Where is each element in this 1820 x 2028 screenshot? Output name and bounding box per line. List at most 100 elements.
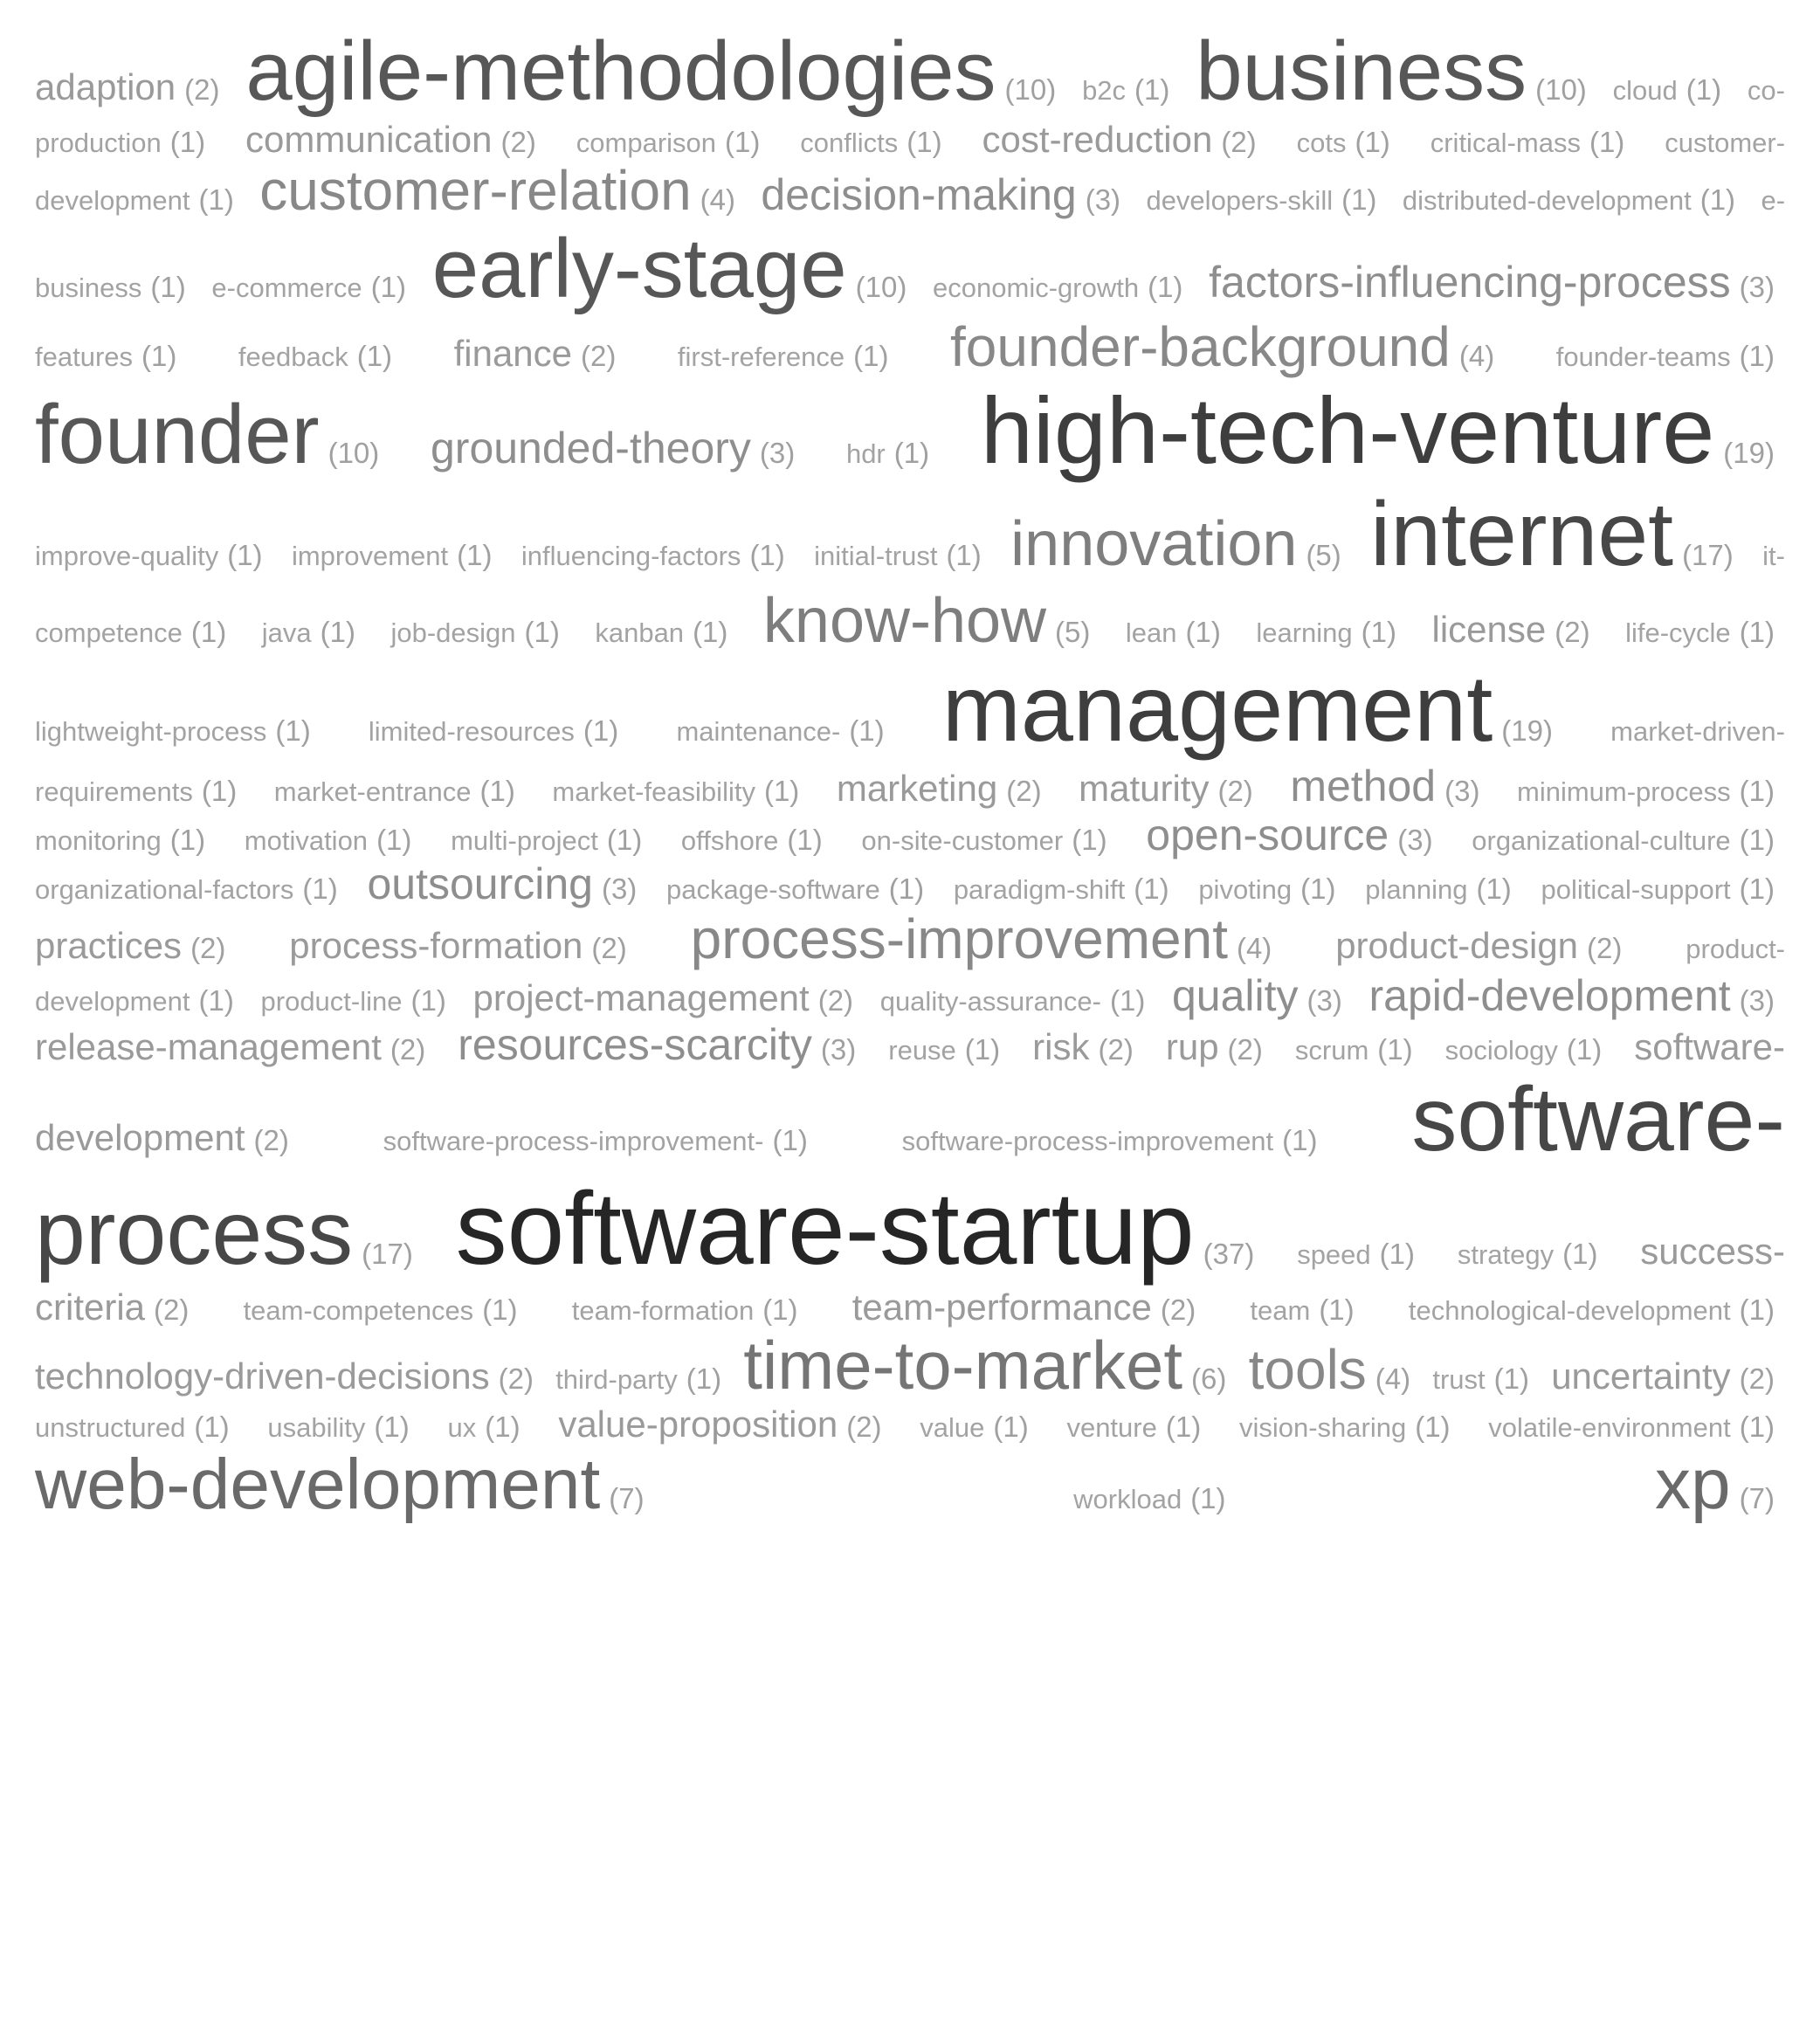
- tag-time-to-market[interactable]: time-to-market (6): [743, 1327, 1237, 1403]
- tag-early-stage[interactable]: early-stage (10): [432, 222, 918, 315]
- tag-tools[interactable]: tools (4): [1249, 1338, 1422, 1401]
- tag-word[interactable]: software-development: [35, 1026, 1785, 1159]
- tag-maturity[interactable]: maturity (2): [1079, 768, 1264, 809]
- tag-word[interactable]: strategy: [1457, 1238, 1555, 1270]
- tag-innovation[interactable]: innovation (5): [1010, 509, 1352, 579]
- tag-word[interactable]: open-source: [1146, 811, 1389, 860]
- tag-word[interactable]: cost-reduction: [982, 118, 1213, 160]
- tag-software-process-improvement[interactable]: software-process-improvement (1): [902, 1124, 1328, 1156]
- tag-word[interactable]: know-how: [762, 585, 1047, 656]
- tag-critical-mass[interactable]: critical-mass (1): [1430, 126, 1636, 158]
- tag-word[interactable]: influencing-factors: [520, 541, 741, 572]
- tag-economic-growth[interactable]: economic-growth (1): [933, 271, 1193, 303]
- tag-word[interactable]: limited-resources: [368, 716, 575, 748]
- tag-word[interactable]: reuse: [888, 1035, 956, 1066]
- tag-open-source[interactable]: open-source (3): [1146, 811, 1443, 859]
- tag-practices[interactable]: practices (2): [35, 925, 236, 966]
- tag-vision-sharing[interactable]: vision-sharing (1): [1239, 1411, 1461, 1443]
- tag-word[interactable]: package-software: [666, 874, 880, 906]
- tag-improvement[interactable]: improvement (1): [292, 539, 503, 571]
- tag-factors-influencing-process[interactable]: factors-influencing-process (3): [1209, 258, 1785, 307]
- tag-unstructured[interactable]: unstructured (1): [35, 1411, 240, 1443]
- tag-quality[interactable]: quality (3): [1172, 971, 1353, 1020]
- tag-developers-skill[interactable]: developers-skill (1): [1146, 183, 1387, 216]
- tag-cost-reduction[interactable]: cost-reduction (2): [982, 119, 1267, 160]
- tag-word[interactable]: trust: [1432, 1363, 1486, 1395]
- tag-word[interactable]: comparison: [576, 127, 717, 158]
- tag-word[interactable]: agile-methodologies: [245, 24, 996, 118]
- tag-package-software[interactable]: package-software (1): [666, 873, 934, 905]
- tag-process-improvement[interactable]: process-improvement (4): [691, 908, 1283, 971]
- tag-word[interactable]: rup: [1165, 1026, 1219, 1068]
- tag-rup[interactable]: rup (2): [1166, 1026, 1273, 1067]
- tag-word[interactable]: job-design: [390, 617, 516, 648]
- tag-word[interactable]: decision-making: [761, 169, 1077, 219]
- tag-word[interactable]: market-feasibility: [552, 776, 755, 808]
- tag-job-design[interactable]: job-design (1): [390, 616, 569, 648]
- tag-word[interactable]: technological-development: [1408, 1294, 1731, 1326]
- tag-word[interactable]: time-to-market: [743, 1326, 1183, 1404]
- tag-success-criteria[interactable]: success-criteria (2): [35, 1231, 1785, 1328]
- tag-internet[interactable]: internet (17): [1370, 484, 1744, 585]
- tag-word[interactable]: planning: [1365, 874, 1468, 906]
- tag-word[interactable]: sociology: [1444, 1035, 1558, 1066]
- tag-word[interactable]: method: [1290, 762, 1437, 811]
- tag-word[interactable]: developers-skill: [1146, 184, 1334, 216]
- tag-conflicts[interactable]: conflicts (1): [800, 126, 952, 158]
- tag-adaption[interactable]: adaption (2): [35, 66, 231, 107]
- tag-uncertainty[interactable]: uncertainty (2): [1551, 1355, 1785, 1397]
- tag-technology-driven-decisions[interactable]: technology-driven-decisions (2): [35, 1355, 544, 1397]
- tag-b2c[interactable]: b2c (1): [1082, 73, 1180, 106]
- tag-customer-development[interactable]: customer-development (1): [35, 128, 1785, 216]
- tag-word[interactable]: multi-project: [451, 825, 598, 857]
- tag-comparison[interactable]: comparison (1): [576, 126, 771, 158]
- tag-web-development[interactable]: web-development (7): [35, 1445, 655, 1524]
- tag-product-design[interactable]: product-design (2): [1335, 925, 1632, 966]
- tag-founder-background[interactable]: founder-background (4): [950, 315, 1505, 378]
- tag-word[interactable]: resources-scarcity: [458, 1020, 812, 1070]
- tag-paradigm-shift[interactable]: paradigm-shift (1): [954, 873, 1180, 905]
- tag-word[interactable]: economic-growth: [933, 272, 1140, 304]
- tag-process-formation[interactable]: process-formation (2): [289, 925, 637, 966]
- tag-word[interactable]: release-management: [35, 1026, 382, 1068]
- tag-word[interactable]: political-support: [1541, 874, 1731, 906]
- tag-pivoting[interactable]: pivoting (1): [1198, 873, 1346, 905]
- tag-word[interactable]: maturity: [1079, 768, 1210, 810]
- tag-resources-scarcity[interactable]: resources-scarcity (3): [458, 1020, 866, 1069]
- tag-know-how[interactable]: know-how (5): [763, 586, 1100, 656]
- tag-word[interactable]: grounded-theory: [430, 424, 751, 473]
- tag-word[interactable]: outsourcing: [367, 859, 593, 909]
- tag-word[interactable]: value: [920, 1412, 985, 1444]
- tag-word[interactable]: product-development: [35, 934, 1786, 1017]
- tag-value[interactable]: value (1): [920, 1411, 1038, 1443]
- tag-word[interactable]: e-commerce: [211, 272, 362, 304]
- tag-sociology[interactable]: sociology (1): [1445, 1033, 1613, 1066]
- tag-word[interactable]: marketing: [836, 768, 998, 810]
- tag-founder-teams[interactable]: founder-teams (1): [1556, 340, 1785, 372]
- tag-word[interactable]: vision-sharing: [1238, 1412, 1407, 1444]
- tag-management[interactable]: management (19): [942, 655, 1563, 761]
- tag-word[interactable]: distributed-development: [1402, 184, 1692, 216]
- tag-word[interactable]: tools: [1248, 1337, 1367, 1401]
- tag-word[interactable]: high-tech-venture: [980, 377, 1715, 484]
- tag-feedback[interactable]: feedback (1): [238, 340, 403, 372]
- tag-word[interactable]: lean: [1125, 617, 1177, 648]
- tag-maintenance[interactable]: maintenance- (1): [676, 714, 894, 747]
- tag-method[interactable]: method (3): [1290, 762, 1490, 811]
- tag-usability[interactable]: usability (1): [267, 1411, 419, 1443]
- tag-word[interactable]: b2c: [1082, 75, 1127, 106]
- tag-motivation[interactable]: motivation (1): [245, 824, 423, 856]
- tag-market-entrance[interactable]: market-entrance (1): [274, 775, 526, 807]
- tag-life-cycle[interactable]: life-cycle (1): [1625, 616, 1785, 648]
- tag-product-development[interactable]: product-development (1): [35, 935, 1785, 1017]
- tag-word[interactable]: software-startup: [455, 1170, 1195, 1286]
- tag-word[interactable]: team-formation: [571, 1294, 755, 1326]
- tag-software-process[interactable]: software-process (17): [35, 1069, 1785, 1283]
- tag-strategy[interactable]: strategy (1): [1458, 1238, 1609, 1270]
- tag-word[interactable]: software-process-improvement: [901, 1126, 1274, 1157]
- tag-limited-resources[interactable]: limited-resources (1): [369, 714, 629, 747]
- tag-hdr[interactable]: hdr (1): [846, 437, 940, 469]
- tag-technological-development[interactable]: technological-development (1): [1409, 1293, 1785, 1326]
- tag-project-management[interactable]: project-management (2): [473, 977, 865, 1018]
- tag-word[interactable]: product-design: [1335, 925, 1579, 967]
